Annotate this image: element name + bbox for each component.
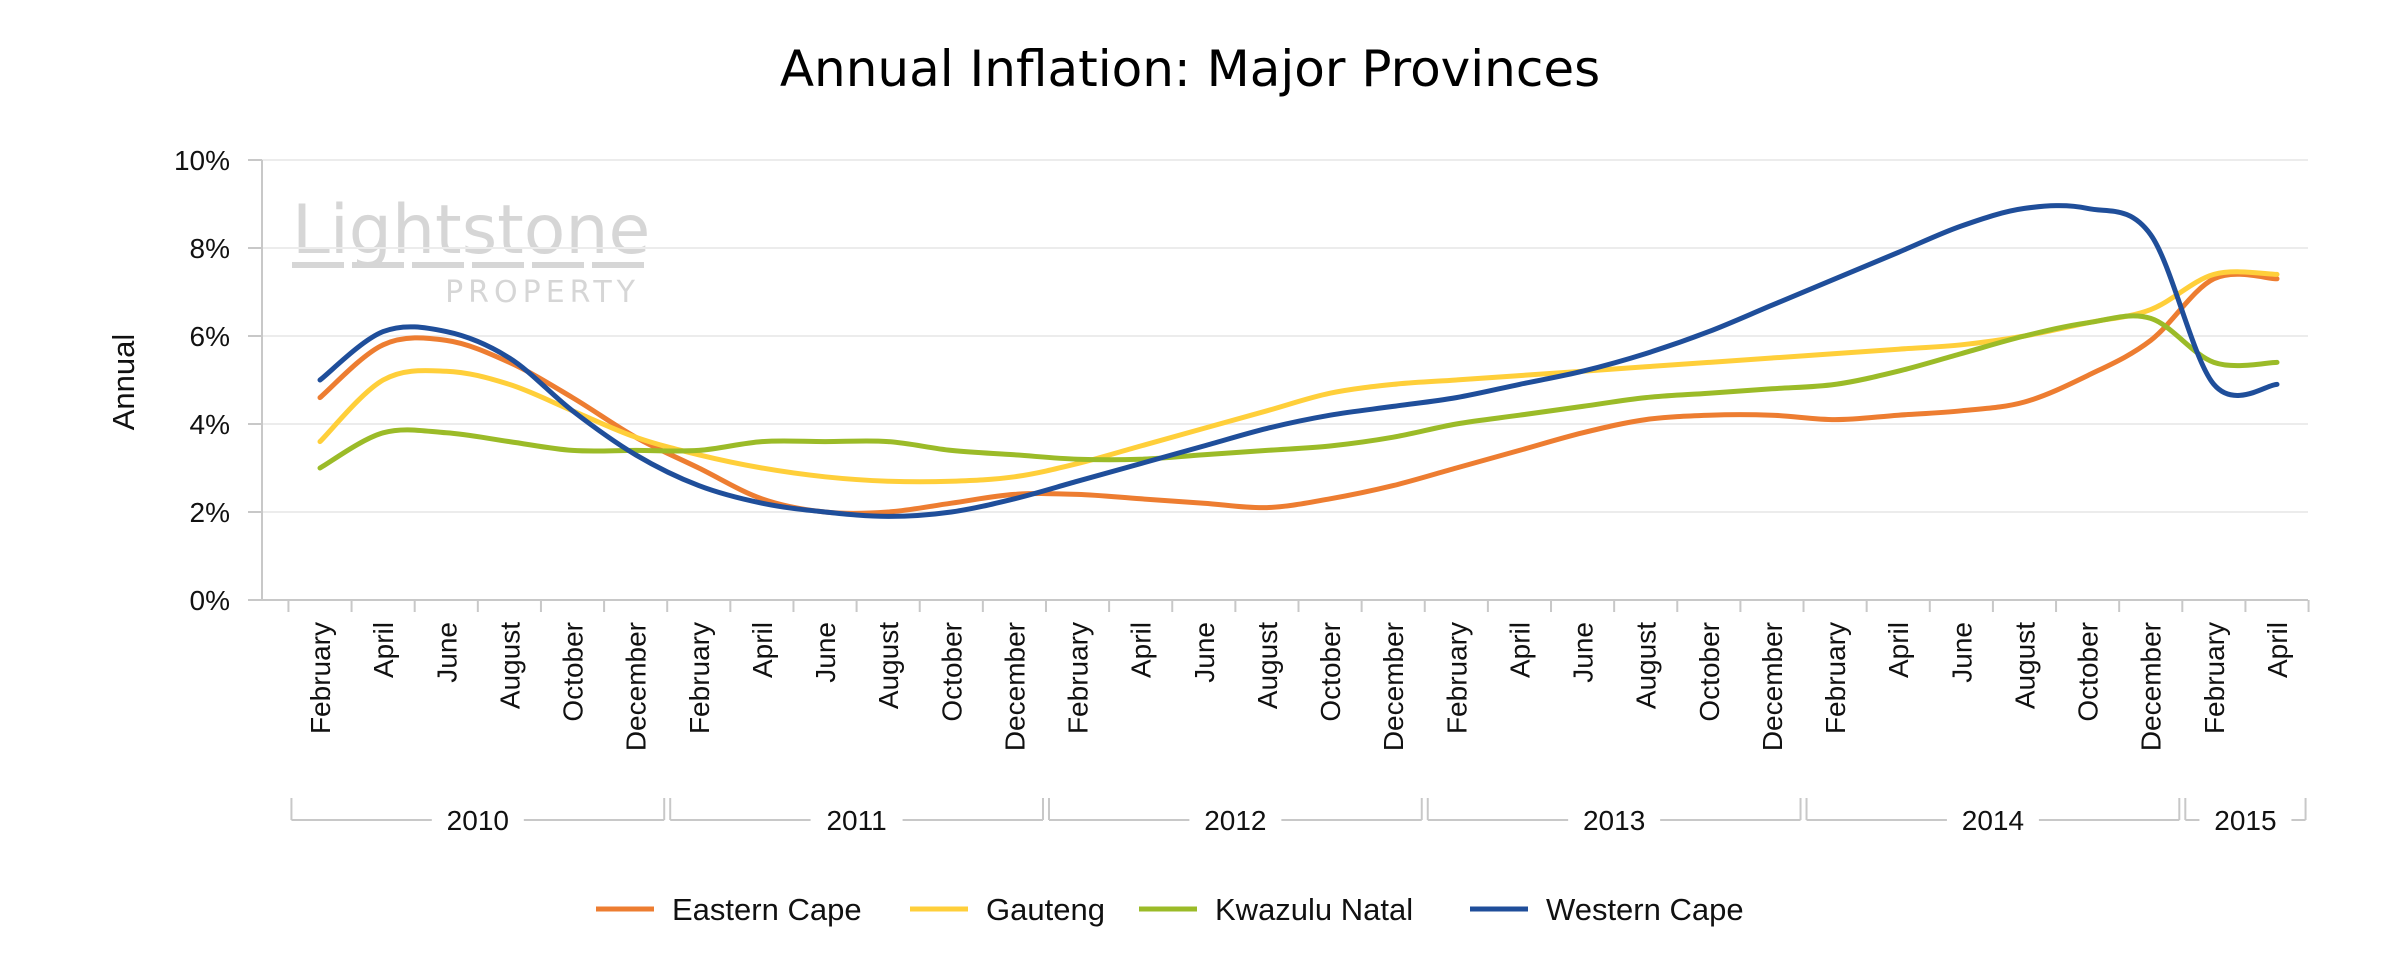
year-group-label: 2013 [1583, 805, 1645, 836]
year-group-label: 2012 [1204, 805, 1266, 836]
series-line-gauteng [317, 269, 2280, 485]
year-group-label: 2011 [826, 805, 886, 836]
x-tick-label: February [1063, 622, 1094, 734]
x-tick-label: June [1568, 622, 1599, 683]
x-tick-label: December [1757, 622, 1788, 751]
x-tick-label: October [1694, 622, 1725, 722]
y-tick-label: 0% [190, 585, 230, 616]
x-tick-label: August [494, 622, 525, 709]
x-tick-label: April [1126, 622, 1157, 678]
x-tick-label: August [1252, 622, 1283, 709]
lightstone-watermark-logo: Lightstone PROPERTY [292, 191, 650, 310]
year-group-label: 2015 [2214, 805, 2276, 836]
watermark-sub: PROPERTY [445, 275, 640, 310]
x-tick-label: April [368, 622, 399, 678]
watermark-brand: Lightstone [292, 191, 650, 270]
y-axis-label: Annual [106, 334, 141, 431]
x-tick-label: October [558, 622, 589, 722]
y-tick-label: 4% [190, 409, 230, 440]
x-tick-label: October [936, 622, 967, 722]
x-tick-label: April [2262, 622, 2293, 678]
year-group-label: 2010 [447, 805, 509, 836]
axis-layer: 0% 2% 4% 6% 8% 10% February April June August Octo… [174, 145, 2310, 836]
x-tick-label: April [1504, 622, 1535, 678]
series-line-kwazulu-natal [317, 313, 2280, 471]
legend-label: Gauteng [986, 892, 1105, 927]
legend: Eastern Cape Gauteng Kwazulu Natal Western … [596, 892, 1744, 927]
series-line-western-cape [317, 203, 2280, 519]
x-tick-label: February [1820, 622, 1851, 734]
x-tick-label: December [1378, 622, 1409, 751]
x-tick-label: June [431, 622, 462, 683]
y-tick-label: 2% [190, 497, 230, 528]
x-tick-label: December [999, 622, 1030, 751]
x-tick-label: February [1441, 622, 1472, 734]
series-line-eastern-cape [317, 271, 2280, 516]
x-tick-label: April [1883, 622, 1914, 678]
legend-label: Kwazulu Natal [1215, 892, 1413, 927]
y-tick-label: 8% [190, 233, 230, 264]
x-tick-label: June [1946, 622, 1977, 683]
x-tick-label: December [2136, 622, 2167, 751]
x-tick-label: October [1315, 622, 1346, 722]
x-tick-label: April [747, 622, 778, 678]
x-tick-label: August [1631, 622, 1662, 709]
x-tick-label: August [873, 622, 904, 709]
watermark-dashes [292, 262, 644, 268]
y-tick-label: 10% [174, 145, 230, 176]
x-tick-label: October [2073, 622, 2104, 722]
x-tick-label: February [684, 622, 715, 734]
legend-label: Western Cape [1546, 892, 1744, 927]
x-tick-label: December [621, 622, 652, 751]
x-tick-label: August [2009, 622, 2040, 709]
legend-label: Eastern Cape [672, 892, 862, 927]
series-layer [317, 203, 2280, 519]
y-tick-label: 6% [190, 321, 230, 352]
x-tick-label: February [305, 622, 336, 734]
year-group-label: 2014 [1962, 805, 2024, 836]
x-tick-label: February [2199, 622, 2230, 734]
x-tick-label: June [1189, 622, 1220, 683]
x-tick-label: June [810, 622, 841, 683]
chart-title: Annual Inflation: Major Provinces [780, 40, 1600, 98]
